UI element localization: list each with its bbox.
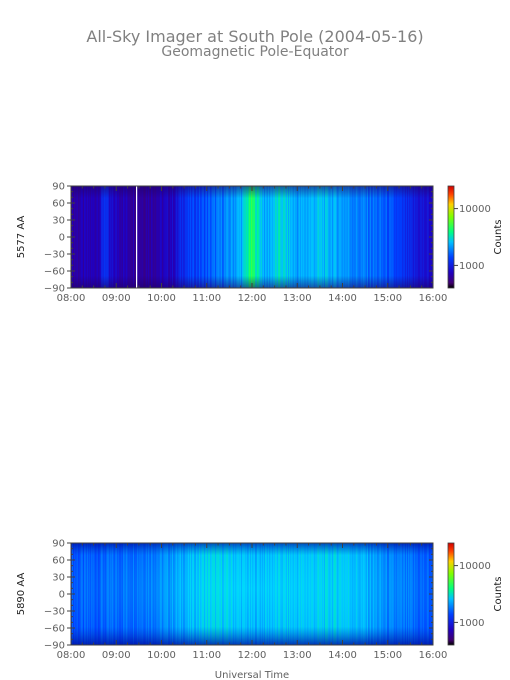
x-tick-label: 15:00 [373,293,402,304]
colorbar-tick-label: 1000 [459,261,484,272]
panel-5577: 08:00 09:00 10:00 11:00 12:00 13:00 14:00 15:00… [16,182,504,305]
colorbar-frame [447,542,455,646]
x-tick-label: 11:00 [192,293,221,304]
colorbar-tick-label: 10000 [459,561,491,572]
x-tick-label: 09:00 [102,650,131,661]
x-tick-label: 16:00 [419,650,448,661]
y-tick-label: 90 [52,539,65,550]
y-tick-label: 90 [52,182,65,193]
panel-5890: 08:00 09:00 10:00 11:00 12:00 13:00 14:00 15:00… [16,539,504,662]
x-tick-label: 12:00 [238,293,267,304]
x-tick-label: 13:00 [283,293,312,304]
x-tick-label: 16:00 [419,293,448,304]
x-tick-label: 13:00 [283,650,312,661]
y-axis-label: 5890 AA [16,573,27,616]
x-tick-label: 08:00 [57,650,86,661]
x-tick-label: 11:00 [192,650,221,661]
x-tick-label: 10:00 [147,293,176,304]
edge-shading [71,186,433,288]
y-tick-label: −60 [44,267,65,278]
colorbar [448,543,454,645]
y-tick-label: 0 [59,590,65,601]
y-tick-label: −90 [44,284,65,295]
colorbar [448,186,454,288]
colorbar-frame [447,185,455,289]
x-tick-label: 14:00 [328,650,357,661]
chart-title: All-Sky Imager at South Pole (2004-05-16… [86,27,423,46]
y-axis-label: 5577 AA [16,216,27,259]
x-axis-label: Universal Time [215,670,289,680]
x-tick-label: 12:00 [238,650,267,661]
y-tick-label: 30 [52,216,65,227]
x-tick-label: 14:00 [328,293,357,304]
y-tick-label: −30 [44,607,65,618]
y-tick-label: −90 [44,641,65,652]
x-tick-label: 08:00 [57,293,86,304]
x-tick-label: 15:00 [373,650,402,661]
y-tick-label: 60 [52,556,65,567]
colorbar-label: Counts [493,577,504,612]
y-tick-label: −30 [44,250,65,261]
y-tick-label: 60 [52,199,65,210]
colorbar-tick-label: 10000 [459,204,491,215]
y-tick-label: 0 [59,233,65,244]
x-tick-label: 09:00 [102,293,131,304]
chart-subtitle: Geomagnetic Pole-Equator [161,44,348,60]
x-tick-label: 10:00 [147,650,176,661]
center-glow [71,543,433,645]
colorbar-tick-label: 1000 [459,618,484,629]
colorbar-label: Counts [493,220,504,255]
y-tick-label: 30 [52,573,65,584]
y-tick-label: −60 [44,624,65,635]
